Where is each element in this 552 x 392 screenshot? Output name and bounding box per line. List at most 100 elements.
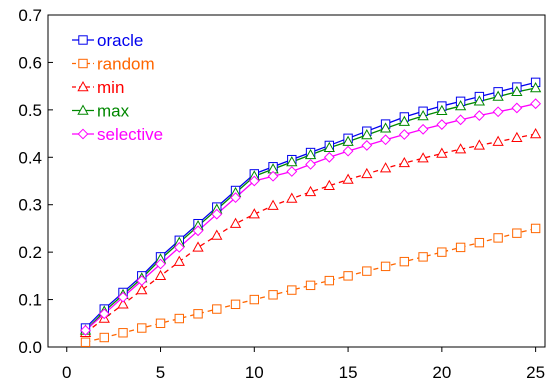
data-point-max [473, 95, 486, 106]
data-point-selective [455, 114, 467, 126]
data-point-min [267, 199, 279, 210]
data-point-min [304, 185, 317, 197]
y-tick-label: 0.5 [18, 101, 42, 120]
data-point-min [173, 255, 185, 266]
data-point-random [437, 247, 447, 257]
data-point-min [473, 139, 486, 150]
data-point-selective [248, 175, 260, 187]
data-point-max [361, 128, 373, 140]
series-markers [79, 77, 542, 347]
data-point-max [323, 141, 335, 152]
data-point-random [305, 280, 316, 291]
data-point-random [474, 237, 485, 248]
y-tick-label: 0.3 [18, 196, 42, 215]
data-point-min [436, 147, 448, 158]
data-point-random [99, 332, 109, 343]
data-point-min [342, 173, 354, 184]
data-point-random [399, 256, 410, 267]
data-point-random [530, 223, 541, 234]
legend-marker-oracle [78, 35, 88, 45]
data-point-min [286, 192, 298, 203]
x-tick-label: 0 [62, 363, 71, 382]
data-point-min [417, 152, 429, 163]
data-point-random [174, 313, 184, 324]
plot-axes: 0.0 0.1 0.2 0.3 0.4 0.5 0.6 0.7 0 5 10 15 20 25 [18, 6, 546, 382]
y-tick-label: 0.0 [18, 338, 42, 357]
y-tick-label: 0.1 [18, 291, 42, 310]
legend-label-max: max [97, 102, 130, 121]
data-point-max [379, 122, 392, 133]
data-point-min [398, 156, 410, 168]
legend-marker-random [78, 58, 88, 69]
data-point-min [454, 143, 467, 154]
data-point-min [192, 241, 204, 252]
data-point-min [117, 298, 129, 309]
data-point-max [454, 100, 467, 111]
data-point-random [455, 242, 466, 253]
data-point-selective [417, 123, 429, 135]
data-point-selective [436, 119, 448, 130]
data-point-selective [305, 158, 316, 170]
data-point-selective [492, 106, 504, 118]
y-tick-label: 0.2 [18, 243, 42, 262]
legend-label-selective: selective [97, 125, 163, 144]
y-tick-label: 0.6 [18, 53, 42, 72]
data-point-min [229, 217, 242, 228]
data-point-selective [230, 192, 241, 204]
x-tick-label: 15 [339, 363, 358, 382]
x-tick-label: 20 [432, 363, 451, 382]
data-point-max [342, 135, 354, 146]
data-point-random [493, 233, 503, 243]
data-point-selective [380, 134, 391, 146]
data-point-selective [286, 166, 298, 177]
data-point-selective [323, 151, 335, 163]
data-point-selective [211, 208, 223, 220]
legend-label-min: min [97, 78, 124, 97]
data-point-selective [342, 145, 354, 157]
data-point-min [154, 269, 167, 281]
data-point-max [417, 109, 429, 121]
data-point-selective [155, 258, 166, 270]
data-point-min [529, 128, 542, 139]
data-point-random [418, 252, 428, 262]
y-tick-label: 0.7 [18, 6, 42, 25]
data-point-random [155, 318, 166, 328]
data-point-selective [473, 110, 485, 121]
data-point-random [230, 299, 241, 310]
data-point-selective [530, 98, 542, 110]
data-point-selective [98, 308, 110, 320]
data-point-max [511, 85, 523, 97]
data-point-selective [136, 275, 148, 287]
legend-marker-min [77, 80, 89, 92]
series-lines [85, 81, 536, 343]
legend-label-random: random [97, 55, 155, 74]
x-tick-label: 25 [526, 363, 545, 382]
data-point-random [512, 228, 522, 238]
data-point-selective [192, 225, 204, 237]
data-point-random [137, 323, 147, 333]
legend-marker-selective [77, 128, 89, 140]
data-point-random [324, 275, 335, 286]
data-point-max [436, 104, 448, 116]
data-point-random [193, 309, 203, 319]
data-point-random [118, 328, 128, 338]
data-point-random [249, 294, 260, 305]
data-point-min [136, 284, 148, 295]
data-point-min [248, 208, 260, 219]
data-point-min [211, 229, 223, 240]
data-point-min [492, 135, 504, 146]
data-point-min [511, 131, 523, 143]
data-point-max [304, 148, 317, 160]
data-point-selective [117, 291, 129, 303]
y-tick-label: 0.4 [18, 148, 42, 167]
data-point-random [268, 290, 278, 300]
data-point-random [380, 261, 391, 272]
data-point-random [343, 271, 353, 281]
data-point-random [287, 285, 297, 295]
data-point-min [361, 167, 373, 179]
plot-frame [47, 14, 546, 348]
data-point-min [379, 162, 392, 173]
x-tick-label: 5 [156, 363, 165, 382]
series-line-oracle [85, 81, 536, 329]
